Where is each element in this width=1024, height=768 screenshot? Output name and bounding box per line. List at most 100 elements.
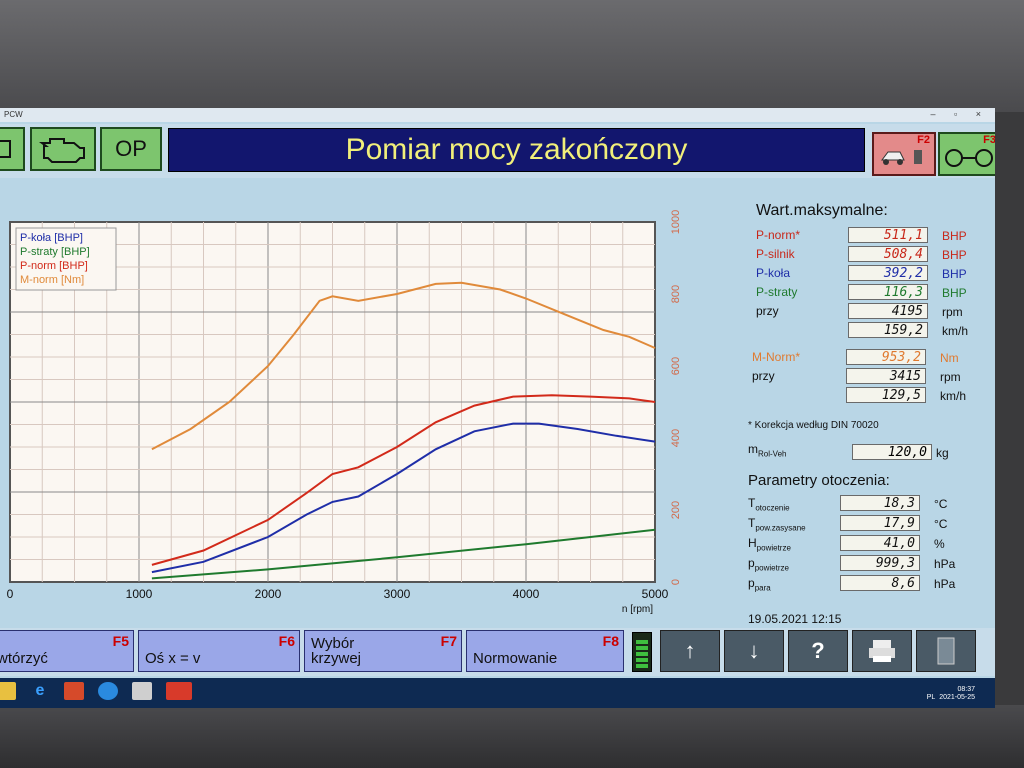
max-row-label: przy — [756, 304, 779, 318]
monitor-bezel-top — [0, 0, 1024, 112]
f2-stop-button[interactable]: F2 — [872, 132, 936, 176]
rollers-icon — [945, 149, 993, 167]
env-row-label: Totoczenie — [748, 496, 790, 512]
env-subscript: otoczenie — [755, 503, 790, 513]
level-indicator-fill — [636, 640, 648, 668]
mass-symbol: m — [748, 442, 758, 456]
env-symbol: H — [748, 536, 757, 550]
repeat-label: wtórzyć — [0, 650, 48, 667]
env-subscript: powietrze — [756, 543, 791, 553]
app-window-icon[interactable] — [132, 682, 152, 700]
env-row-value: 999,3 — [840, 555, 920, 571]
max-row-unit: BHP — [942, 267, 967, 281]
f8-key-label: F8 — [602, 633, 619, 649]
env-row-label: ppara — [748, 576, 771, 592]
torque-row-label: przy — [752, 369, 775, 383]
torque-row-value: 953,2 — [846, 349, 926, 365]
exit-button[interactable] — [916, 630, 976, 672]
torque-row-value: 3415 — [846, 368, 926, 384]
printer-icon — [869, 640, 895, 662]
help-icon: ? — [811, 638, 825, 663]
normalize-button[interactable]: Normowanie F8 — [466, 630, 624, 672]
x-tick-label: 2000 — [255, 587, 282, 601]
max-row-unit: BHP — [942, 229, 967, 243]
language-indicator[interactable]: PL — [926, 694, 936, 701]
windows-taskbar: e PL 08:37 2021-05-25 — [0, 678, 995, 708]
mass-unit: kg — [936, 446, 949, 460]
env-symbol: p — [748, 556, 755, 570]
env-row-unit: % — [934, 537, 945, 551]
active-app-icon[interactable] — [166, 682, 192, 700]
env-row-value: 17,9 — [840, 515, 920, 531]
system-tray: PL 08:37 2021-05-25 — [927, 686, 975, 702]
door-icon — [937, 637, 955, 665]
engine-button[interactable] — [30, 127, 96, 171]
right-tick-label: 800 — [670, 285, 682, 303]
max-row-label: P-straty — [756, 285, 798, 299]
series-line-2 — [151, 394, 656, 566]
env-row-value: 8,6 — [840, 575, 920, 591]
env-symbol: p — [748, 576, 755, 590]
folder-icon[interactable] — [0, 682, 16, 700]
right-tick-label: 400 — [670, 429, 682, 447]
torque-row-unit: Nm — [940, 351, 959, 365]
legend-entry: P-koła [BHP] — [20, 232, 83, 244]
max-row-unit: BHP — [942, 286, 967, 300]
engine-tool-button[interactable] — [0, 127, 25, 171]
max-row-value: 511,1 — [848, 227, 928, 243]
f2-key-label: F2 — [917, 134, 930, 146]
env-row-unit: °C — [934, 517, 948, 531]
function-key-bar: wtórzyć F5 Oś x = v F6 Wybór krzywej F7 … — [0, 628, 995, 676]
max-row-value: 4195 — [848, 303, 928, 319]
max-row-value: 508,4 — [848, 246, 928, 262]
help-button[interactable]: ? — [788, 630, 848, 672]
edge-icon[interactable] — [98, 682, 118, 700]
up-button[interactable]: ↑ — [660, 630, 720, 672]
app-screen: PCW – ▫ × OP Pomiar mocy zakończony F2 F… — [0, 108, 995, 708]
max-row-value: 116,3 — [848, 284, 928, 300]
env-subscript: para — [754, 583, 771, 593]
clock[interactable]: 08:37 2021-05-25 — [939, 686, 975, 702]
engine-icon — [39, 138, 85, 163]
f5-key-label: F5 — [112, 633, 129, 649]
print-button[interactable] — [852, 630, 912, 672]
power-chart: 0 1000 2000 3000 4000 5000 n [rpm] 0 200 400 600 80… — [0, 200, 730, 650]
window-controls[interactable]: – ▫ × — [930, 109, 989, 119]
env-subscript: pow.zasysane — [755, 523, 806, 533]
repeat-button[interactable]: wtórzyć F5 — [0, 630, 134, 672]
browser-e-icon[interactable]: e — [35, 682, 45, 699]
torque-row-value: 129,5 — [846, 387, 926, 403]
torque-row-label: M-Norm* — [752, 350, 800, 364]
select-curve-button[interactable]: Wybór krzywej F7 — [304, 630, 462, 672]
x-axis-velocity-button[interactable]: Oś x = v F6 — [138, 630, 300, 672]
legend-entry: M-norm [Nm] — [20, 274, 84, 286]
op-label: OP — [115, 136, 147, 161]
arrow-up-icon: ↑ — [684, 638, 696, 663]
clock-time: 08:37 — [957, 686, 975, 693]
measurement-datetime: 19.05.2021 12:15 — [748, 612, 842, 626]
top-toolbar: OP Pomiar mocy zakończony — [0, 124, 995, 178]
right-tick-label: 0 — [670, 579, 682, 585]
x-axis-label: Oś x = v — [145, 650, 201, 667]
env-symbol: T — [748, 496, 756, 510]
series-line-0 — [151, 422, 656, 574]
max-row-value: 159,2 — [848, 322, 928, 338]
env-row-label: Hpowietrze — [748, 536, 791, 552]
env-row-unit: hPa — [934, 577, 956, 591]
env-row-value: 18,3 — [840, 495, 920, 511]
env-row-label: ppowietrze — [748, 556, 789, 572]
x-tick-label: 0 — [7, 587, 14, 601]
env-symbol: T — [748, 516, 756, 530]
op-button[interactable]: OP — [100, 127, 162, 171]
env-subscript: powietrze — [754, 563, 789, 573]
x-tick-label: 3000 — [384, 587, 411, 601]
env-row-value: 41,0 — [840, 535, 920, 551]
max-values-title: Wart.maksymalne: — [756, 202, 888, 219]
max-row-label: P-koła — [756, 266, 791, 280]
down-button[interactable]: ↓ — [724, 630, 784, 672]
right-tick-label: 1000 — [670, 210, 682, 234]
max-row-unit: km/h — [942, 324, 969, 338]
f7-key-label: F7 — [440, 633, 457, 649]
f3-rollers-button[interactable]: F3 — [938, 132, 995, 176]
media-player-icon[interactable] — [64, 682, 84, 700]
